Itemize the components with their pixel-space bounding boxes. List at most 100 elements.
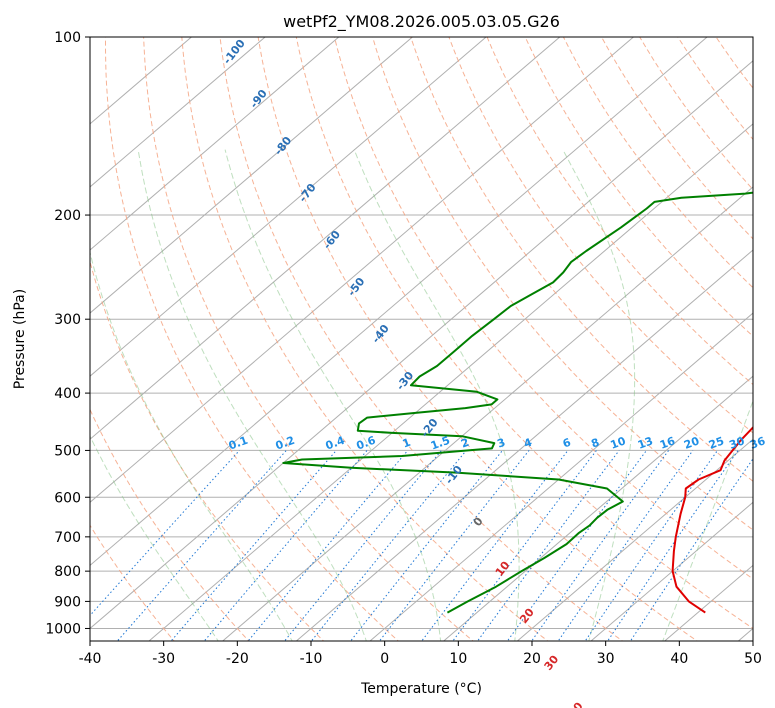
isotherm bbox=[90, 60, 753, 630]
isotherm bbox=[90, 37, 487, 377]
isotherm bbox=[516, 438, 753, 641]
mixing-ratio-label: 20 bbox=[682, 434, 701, 452]
mixing-ratio-label: 13 bbox=[636, 434, 655, 451]
series-group bbox=[282, 191, 753, 614]
mixing-ratio-line bbox=[531, 450, 670, 641]
moist-adiabat bbox=[662, 399, 753, 641]
mixing-ratio-line bbox=[452, 450, 597, 641]
mixing-ratio-line bbox=[90, 450, 240, 617]
dry-adiabat bbox=[677, 37, 753, 141]
dry-adiabat-label: -30 bbox=[394, 369, 417, 393]
isotherm bbox=[90, 37, 635, 503]
moist-adiabat bbox=[224, 149, 442, 641]
mixing-ratio-label: 6 bbox=[561, 436, 573, 451]
dry-adiabat bbox=[90, 259, 325, 641]
isotherm bbox=[369, 312, 753, 641]
dewpoint-profile-line bbox=[282, 191, 753, 614]
dry-adiabat-label: 0 bbox=[471, 515, 486, 529]
isotherm bbox=[90, 37, 193, 125]
x-tick-label: -30 bbox=[152, 651, 175, 667]
dry-adiabat-label: -70 bbox=[296, 181, 319, 205]
mixing-ratio-line bbox=[557, 450, 694, 641]
mixing-ratio-label: 0.4 bbox=[324, 434, 347, 453]
isotherm bbox=[737, 627, 753, 641]
x-tick-label: 0 bbox=[380, 651, 389, 667]
annotation-group: -100-90-80-70-60-50-40-30-20-10010203040… bbox=[221, 37, 768, 708]
moist-adiabat bbox=[90, 435, 219, 641]
y-tick-label: 400 bbox=[54, 386, 81, 402]
mixing-ratio-line bbox=[116, 450, 287, 641]
x-tick-label: 20 bbox=[523, 651, 541, 667]
isotherm bbox=[442, 375, 753, 641]
mixing-ratio-line bbox=[629, 457, 753, 641]
plot-frame bbox=[89, 36, 754, 642]
dry-adiabat-label: -10 bbox=[443, 463, 466, 487]
isotherm bbox=[90, 37, 340, 251]
x-tick-label: 50 bbox=[744, 651, 762, 667]
mixing-ratio-line bbox=[350, 450, 503, 641]
isotherm bbox=[148, 123, 753, 641]
isotherm bbox=[590, 501, 753, 641]
dry-adiabat bbox=[105, 37, 400, 641]
x-tick-label: -20 bbox=[226, 651, 249, 667]
x-tick-label: 10 bbox=[449, 651, 467, 667]
x-tick-label: 30 bbox=[597, 651, 615, 667]
temperature-profile-line bbox=[671, 425, 753, 614]
axis-ticks: -40 -30 -20 -10 0 10 20 30 40 5010020030040050060… bbox=[45, 30, 762, 667]
isotherm bbox=[663, 564, 753, 641]
dry-adiabat bbox=[639, 37, 753, 191]
dry-adiabat-label: -90 bbox=[247, 87, 270, 111]
y-tick-label: 700 bbox=[54, 530, 81, 546]
dry-adiabat bbox=[181, 37, 549, 641]
mixing-ratio-label: 4 bbox=[522, 436, 534, 451]
mixing-ratio-label: 25 bbox=[707, 434, 726, 451]
dry-adiabat bbox=[372, 37, 753, 531]
dry-adiabat-label: -100 bbox=[221, 37, 248, 67]
mixing-ratio-label: 0.6 bbox=[355, 434, 378, 453]
isotherm bbox=[295, 249, 753, 641]
dry-adiabat bbox=[257, 37, 698, 641]
x-tick-label: -10 bbox=[300, 651, 323, 667]
x-axis-label: Temperature (°C) bbox=[360, 681, 482, 697]
dry-adiabat bbox=[90, 408, 250, 641]
dry-adiabat bbox=[745, 24, 775, 644]
dry-adiabat-label: -60 bbox=[321, 228, 344, 252]
dry-adiabat bbox=[448, 37, 753, 434]
mixing-ratio-line bbox=[310, 450, 467, 641]
dry-adiabat bbox=[562, 37, 753, 289]
mixing-ratio-label: 1.5 bbox=[429, 434, 452, 453]
isotherm bbox=[221, 186, 753, 641]
y-tick-label: 900 bbox=[54, 594, 81, 610]
y-tick-label: 800 bbox=[54, 564, 81, 580]
mixing-ratio-label: 10 bbox=[609, 434, 628, 452]
x-tick-label: 40 bbox=[670, 651, 688, 667]
mixing-ratio-label: 1 bbox=[401, 436, 413, 451]
dry-adiabat bbox=[715, 37, 753, 89]
y-tick-label: 1000 bbox=[45, 621, 81, 637]
y-tick-label: 200 bbox=[54, 208, 81, 224]
isotherm bbox=[90, 37, 561, 440]
mixing-ratio-line bbox=[378, 450, 530, 641]
mixing-ratio-line bbox=[283, 450, 442, 641]
isotherm bbox=[90, 37, 266, 188]
background-grid bbox=[90, 24, 775, 644]
moist-adiabat bbox=[353, 149, 520, 641]
moist-adiabat bbox=[137, 149, 367, 641]
dry-adiabat-label: 30 bbox=[542, 653, 562, 673]
y-axis-label: Pressure (hPa) bbox=[12, 289, 28, 389]
dry-adiabat-label: 10 bbox=[493, 559, 513, 579]
dry-adiabat bbox=[143, 37, 474, 641]
mixing-ratio-label: 3 bbox=[495, 436, 507, 451]
dry-adiabat bbox=[333, 37, 753, 580]
mixing-ratio-label: 16 bbox=[658, 434, 677, 452]
y-tick-label: 100 bbox=[54, 30, 81, 46]
isotherm bbox=[90, 37, 708, 567]
y-tick-label: 300 bbox=[54, 312, 81, 328]
isotherm bbox=[90, 37, 414, 314]
dry-adiabat bbox=[295, 37, 753, 630]
mixing-ratio-line bbox=[170, 450, 337, 641]
dry-adiabat-label: -20 bbox=[418, 416, 441, 440]
y-tick-label: 500 bbox=[54, 443, 81, 459]
mixing-ratio-line bbox=[607, 450, 739, 641]
mixing-ratio-line bbox=[476, 450, 620, 641]
